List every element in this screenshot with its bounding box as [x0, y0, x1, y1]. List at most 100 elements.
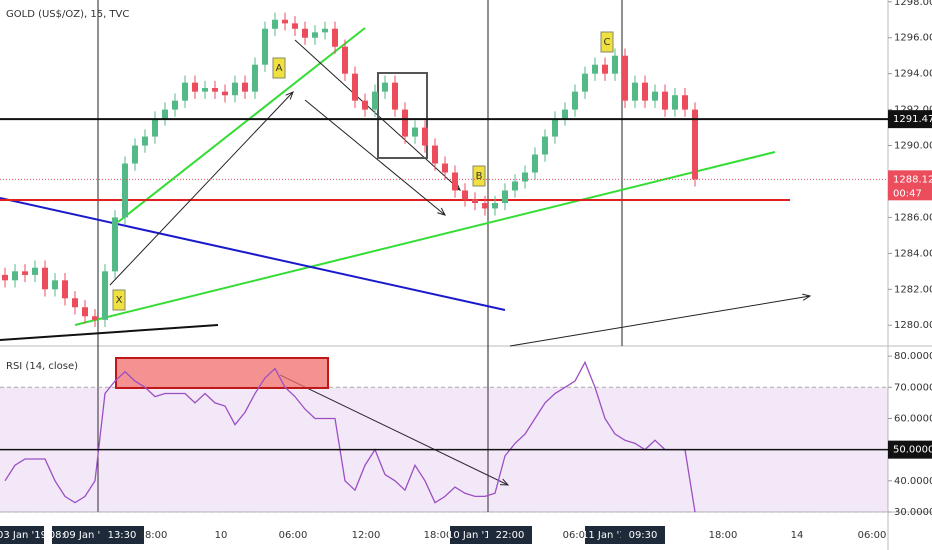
y-tick-label: 1290.00	[894, 141, 932, 152]
candle-body	[42, 267, 48, 290]
y-tick-label: 1284.00	[894, 248, 932, 259]
countdown: 00:47	[893, 188, 922, 199]
y-tick-label: 1286.00	[894, 212, 932, 223]
candle-body	[392, 82, 398, 110]
candle-body	[582, 73, 588, 92]
candle-body	[362, 100, 368, 110]
candle-body	[132, 145, 138, 164]
candle-body	[472, 199, 478, 204]
last-price-bg	[888, 170, 932, 201]
candle-body	[532, 154, 538, 173]
candle-body	[272, 19, 278, 29]
candle-body	[292, 23, 298, 29]
x-tick-label: 22:00	[496, 530, 525, 541]
x-label-bg	[52, 526, 68, 544]
y-tick-label: 70.0000	[894, 382, 932, 393]
arrow-head	[499, 478, 510, 486]
last-price-label: 1288.12	[893, 174, 932, 185]
drawings	[0, 0, 812, 512]
x-tick-label: 14	[791, 530, 804, 541]
x-label-bg	[66, 526, 110, 544]
annotation: X	[116, 295, 123, 306]
candle-body	[592, 64, 598, 74]
trend-line	[74, 151, 776, 326]
candle-body	[92, 316, 98, 320]
candle-body	[332, 28, 338, 47]
x-tick-label: 11 Jan '19	[582, 530, 632, 541]
candle-body	[12, 271, 18, 281]
x-tick-label: 12:00	[352, 530, 381, 541]
arrow	[279, 374, 509, 486]
level-label: 50.0000	[893, 445, 932, 456]
candle-body	[82, 307, 88, 317]
x-tick-label: 06:00	[858, 530, 887, 541]
x-tick-label: 13:30	[108, 530, 137, 541]
y-tick-label: 30.0000	[894, 507, 932, 518]
candle-body	[482, 203, 488, 209]
candle-body	[502, 190, 508, 204]
x-tick-label: 10 Jan '19	[447, 530, 497, 541]
x-tick-label: 06:00	[279, 530, 308, 541]
annotation: C	[604, 37, 611, 48]
annotation-box	[600, 31, 614, 53]
candle-body	[642, 82, 648, 101]
overbought-box	[115, 357, 329, 389]
arrow-head	[285, 91, 294, 100]
annotation-box	[112, 289, 126, 311]
candle-body	[302, 28, 308, 38]
candle-body	[72, 298, 78, 308]
candle-body	[612, 55, 618, 74]
candle-body	[122, 163, 128, 218]
candle-body	[2, 274, 8, 281]
candle-body	[492, 203, 498, 209]
candle-body	[162, 109, 168, 119]
x-label-bg	[621, 526, 665, 544]
candle-body	[572, 91, 578, 110]
candle-body	[242, 82, 248, 92]
x-label-bg	[488, 526, 532, 544]
x-tick-label: 10	[215, 530, 228, 541]
y-tick-label: 1282.00	[894, 284, 932, 295]
candle-body	[672, 95, 678, 110]
candle-body	[252, 64, 258, 92]
candle-body	[562, 109, 568, 119]
rsi-title: RSI (14, close)	[6, 361, 78, 372]
candle-body	[602, 64, 608, 74]
candle-body	[222, 91, 228, 96]
x-label-bg	[450, 526, 494, 544]
y-tick-label: 60.0000	[894, 413, 932, 424]
candle-body	[232, 82, 238, 96]
x-label-bg	[0, 526, 44, 544]
candle-body	[152, 118, 158, 137]
y-tick-label: 80.0000	[894, 351, 932, 362]
y-tick-label: 1292.00	[894, 105, 932, 116]
candle-body	[32, 267, 38, 275]
rsi-line	[4, 360, 696, 513]
trend-line	[0, 197, 506, 311]
candle-body	[192, 82, 198, 92]
candle-body	[442, 163, 448, 173]
y-tick-label: 1280.00	[894, 320, 932, 331]
box	[377, 72, 428, 159]
annotation: B	[476, 171, 483, 182]
candle-body	[402, 109, 408, 137]
x-tick-label: 18:00	[424, 530, 453, 541]
candle-body	[262, 28, 268, 65]
x-label-bg	[585, 526, 629, 544]
arrow-head	[437, 207, 446, 216]
annotation: A	[276, 63, 283, 74]
candle-body	[662, 91, 668, 110]
candle-body	[632, 82, 638, 101]
candle-body	[512, 181, 518, 191]
candle-body	[172, 100, 178, 110]
x-tick-label: 03 Jan '19	[0, 530, 47, 541]
x-tick-label: 08:0	[49, 530, 71, 541]
candle-body	[682, 95, 688, 110]
candle-body	[202, 88, 208, 92]
candle-body	[322, 28, 328, 33]
y-tick-label: 1296.00	[894, 33, 932, 44]
candle-body	[522, 172, 528, 182]
trend-line	[0, 324, 219, 341]
